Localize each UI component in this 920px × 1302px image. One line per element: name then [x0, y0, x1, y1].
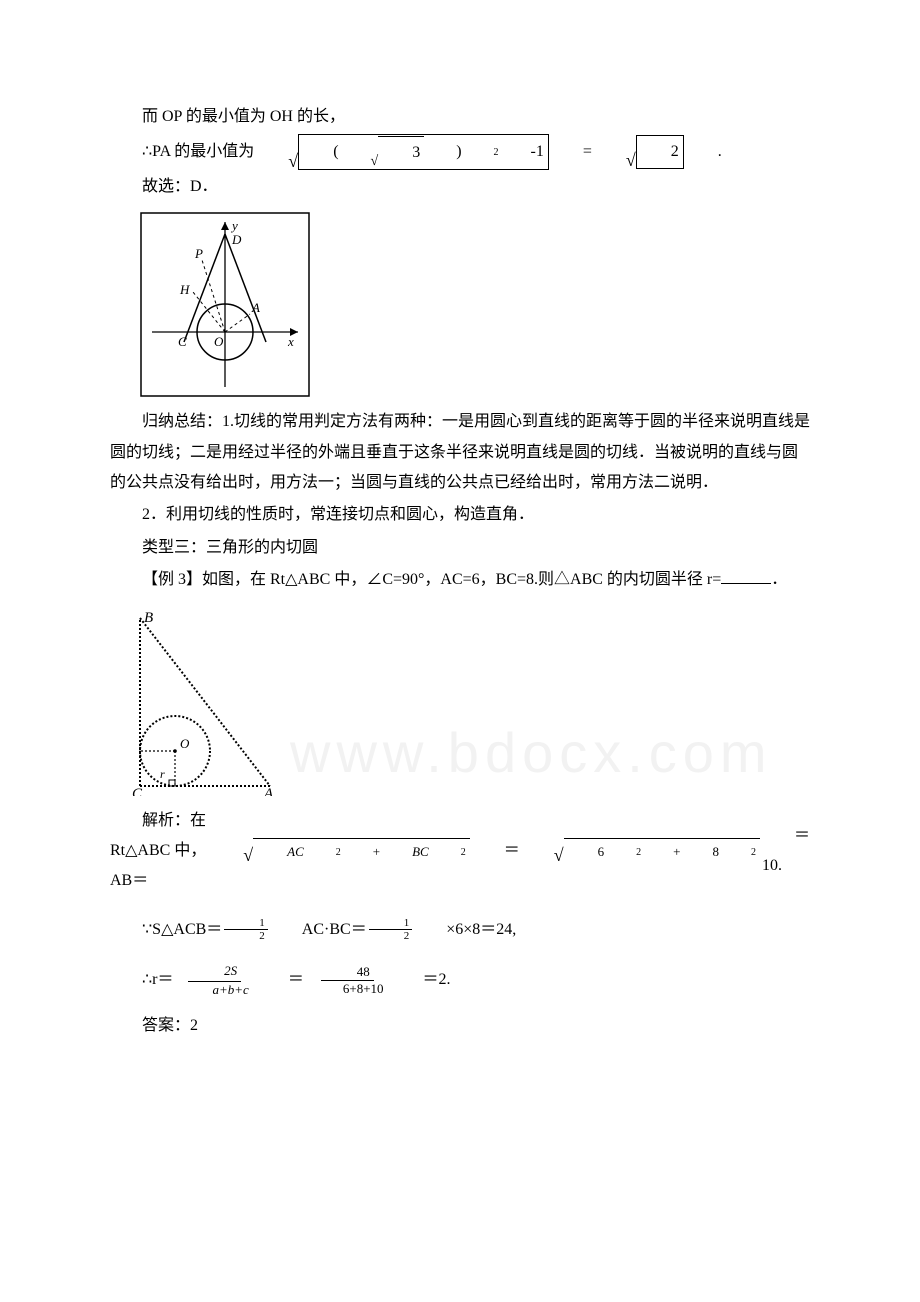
text: 8 — [680, 840, 719, 865]
svg-text:r: r — [160, 767, 165, 781]
text: BC — [380, 840, 429, 865]
blank-field — [721, 568, 771, 584]
svg-text:O: O — [180, 736, 190, 751]
svg-text:y: y — [230, 218, 238, 233]
svg-text:A: A — [251, 300, 260, 315]
paragraph-3: 故选：D． — [110, 172, 810, 202]
text: ×6×8＝24, — [414, 915, 516, 945]
text: . — [686, 137, 722, 167]
exponent: 2 — [604, 843, 641, 862]
text: 6 — [566, 840, 605, 865]
text: -1 — [499, 137, 544, 167]
sqrt-expr-2: √ 2 — [594, 135, 684, 168]
sqrt-expr-3: √ AC2+BC2 — [211, 838, 469, 865]
fraction: 22SS a+b+c — [177, 963, 253, 997]
text: AC·BC＝ — [270, 915, 367, 945]
denominator: a+b+c — [177, 982, 253, 998]
figure-2: B O r C A — [130, 606, 290, 796]
text: ． — [771, 571, 787, 588]
svg-text:A: A — [263, 786, 274, 796]
paragraph-10: ∴r＝ 22SS a+b+c ＝ 48 6+8+10 ＝2. — [110, 963, 810, 997]
exponent: 2 — [304, 843, 341, 862]
paragraph-7: 【例 3】如图，在 Rt△ABC 中，∠C=90°，AC=6，BC=8.则△AB… — [110, 565, 810, 595]
paragraph-9: ∵S△ACB＝ 1 2 AC·BC＝ 1 2 ×6×8＝24, — [110, 915, 810, 945]
fraction: 48 6+8+10 — [307, 964, 388, 996]
text: ) — [424, 137, 461, 167]
numerator: 1 — [369, 917, 413, 930]
text: 2 — [639, 137, 679, 167]
fraction: 1 2 — [224, 917, 268, 942]
denominator: 6+8+10 — [307, 981, 388, 997]
exponent: 2 — [719, 843, 756, 862]
paragraph-4: 归纳总结：1.切线的常用判定方法有两种：一是用圆心到直线的距离等于圆的半径来说明… — [110, 407, 810, 498]
fraction: 1 2 — [369, 917, 413, 942]
exponent: 2 — [429, 843, 466, 862]
exponent: 2 — [462, 143, 499, 162]
text: 解析：在 Rt△ABC 中，AB＝ — [110, 806, 209, 897]
paragraph-2: ∴PA 的最小值为 √ ( √ 3 ) 2 -1 = √ 2 . — [110, 134, 810, 169]
text: ∵S△ACB＝ — [110, 915, 222, 945]
text: ＝ — [472, 836, 520, 866]
denominator: 2 — [224, 930, 268, 942]
figure-1: y x P D H A C O — [140, 212, 310, 397]
watermark: www.bdocx.com — [290, 700, 773, 806]
sqrt-expr-1: √ ( √ 3 ) 2 -1 — [256, 134, 549, 169]
numerator: 48 — [321, 964, 374, 981]
svg-text:D: D — [231, 232, 242, 247]
text: = — [551, 137, 592, 167]
text: + — [641, 840, 680, 865]
svg-text:C: C — [132, 786, 143, 796]
svg-text:H: H — [179, 282, 190, 297]
text: + — [341, 840, 380, 865]
text: ＝10. — [762, 821, 810, 882]
paragraph-6: 类型三：三角形的内切圆 — [110, 533, 810, 563]
text: ＝ — [256, 965, 304, 995]
text: AC — [255, 840, 304, 865]
svg-text:x: x — [287, 334, 294, 349]
svg-text:P: P — [194, 246, 203, 261]
paragraph-8: 解析：在 Rt△ABC 中，AB＝ √ AC2+BC2 ＝ √ 62+82 ＝1… — [110, 806, 810, 897]
text: ∴r＝ — [110, 965, 174, 995]
numerator: 1 — [224, 917, 268, 930]
sqrt-expr-4: √ 62+82 — [522, 838, 760, 865]
paragraph-11: 答案：2 — [110, 1011, 810, 1041]
svg-text:O: O — [214, 334, 224, 349]
text: 【例 3】如图，在 Rt△ABC 中，∠C=90°，AC=6，BC=8.则△AB… — [142, 571, 721, 588]
text: 3 — [380, 138, 420, 168]
text: ＝2. — [391, 965, 451, 995]
svg-text:C: C — [178, 334, 187, 349]
svg-text:B: B — [144, 610, 153, 626]
paragraph-1: 而 OP 的最小值为 OH 的长， — [110, 102, 810, 132]
text: ( — [301, 137, 338, 167]
text: ∴PA 的最小值为 — [110, 137, 254, 167]
paragraph-5: 2．利用切线的性质时，常连接切点和圆心，构造直角． — [110, 500, 810, 530]
denominator: 2 — [369, 930, 413, 942]
